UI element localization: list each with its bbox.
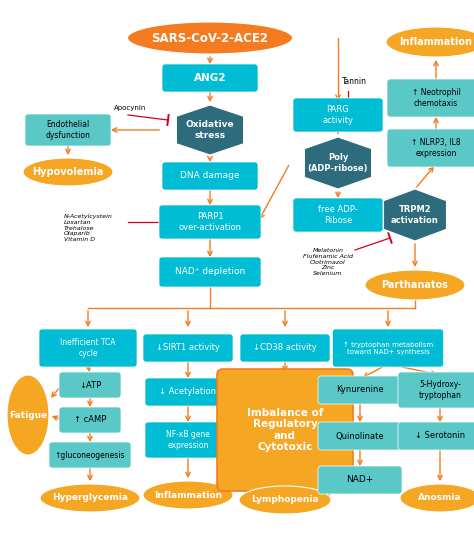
Text: NAD+: NAD+ <box>346 476 374 485</box>
FancyBboxPatch shape <box>59 407 121 433</box>
Text: Lymphopenia: Lymphopenia <box>251 495 319 505</box>
Text: ↓CD38 activity: ↓CD38 activity <box>253 343 317 353</box>
Text: Inflammation: Inflammation <box>400 37 473 47</box>
Text: Oxidative
stress: Oxidative stress <box>186 120 234 140</box>
Text: Inflammation: Inflammation <box>154 491 222 500</box>
Text: Inefficient TCA
cycle: Inefficient TCA cycle <box>60 338 116 358</box>
FancyBboxPatch shape <box>162 64 258 92</box>
Text: ↑ cAMP: ↑ cAMP <box>74 416 106 424</box>
FancyBboxPatch shape <box>159 205 261 239</box>
FancyBboxPatch shape <box>318 422 402 450</box>
Text: Imbalance of
Regulatory
and
Cytotoxic: Imbalance of Regulatory and Cytotoxic <box>247 408 323 453</box>
FancyBboxPatch shape <box>332 329 444 367</box>
Text: PARG
activity: PARG activity <box>322 105 354 125</box>
Text: Kynurenine: Kynurenine <box>336 386 384 394</box>
Text: Apocynin: Apocynin <box>114 105 146 111</box>
Ellipse shape <box>40 484 140 512</box>
FancyBboxPatch shape <box>162 162 258 190</box>
Text: ↑ Neotrophil
chemotaxis: ↑ Neotrophil chemotaxis <box>411 88 460 108</box>
Text: Tannin: Tannin <box>341 78 366 87</box>
Polygon shape <box>176 105 244 155</box>
FancyBboxPatch shape <box>293 98 383 132</box>
FancyBboxPatch shape <box>145 378 231 406</box>
Ellipse shape <box>23 158 113 186</box>
Text: ↑ NLRP3, IL8
expression: ↑ NLRP3, IL8 expression <box>411 139 461 158</box>
FancyBboxPatch shape <box>318 376 402 404</box>
Text: ↑ tryptophan metabolism
toward NAD+ synthesis: ↑ tryptophan metabolism toward NAD+ synt… <box>343 341 433 355</box>
FancyBboxPatch shape <box>145 422 231 458</box>
FancyBboxPatch shape <box>143 334 233 362</box>
Text: Anosmia: Anosmia <box>418 493 462 502</box>
FancyBboxPatch shape <box>49 442 131 468</box>
Text: ↑gluconeogenesis: ↑gluconeogenesis <box>55 450 125 460</box>
Text: DNA damage: DNA damage <box>180 172 240 180</box>
Text: Fatigue: Fatigue <box>9 410 47 419</box>
FancyBboxPatch shape <box>398 422 474 450</box>
FancyBboxPatch shape <box>318 466 402 494</box>
Text: Parthanatos: Parthanatos <box>382 280 448 290</box>
FancyBboxPatch shape <box>387 79 474 117</box>
Text: ↓ Serotonin: ↓ Serotonin <box>415 432 465 440</box>
Ellipse shape <box>128 22 292 54</box>
Text: free ADP-
Ribose: free ADP- Ribose <box>318 205 358 225</box>
Text: Hyperglycemia: Hyperglycemia <box>52 493 128 502</box>
Ellipse shape <box>386 27 474 57</box>
Text: 5-Hydroxy-
tryptophan: 5-Hydroxy- tryptophan <box>419 380 461 400</box>
Text: Hypovolemia: Hypovolemia <box>32 167 104 177</box>
FancyBboxPatch shape <box>25 114 111 146</box>
Text: TRPM2
activation: TRPM2 activation <box>391 205 439 225</box>
FancyBboxPatch shape <box>240 334 330 362</box>
Text: ↓SIRT1 activity: ↓SIRT1 activity <box>156 343 220 353</box>
FancyBboxPatch shape <box>398 372 474 408</box>
FancyBboxPatch shape <box>293 198 383 232</box>
Text: Quinolinate: Quinolinate <box>336 432 384 440</box>
Text: ANG2: ANG2 <box>194 73 226 83</box>
Ellipse shape <box>7 375 49 455</box>
Text: ↓ATP: ↓ATP <box>79 380 101 389</box>
Ellipse shape <box>143 481 233 509</box>
Text: N-Acetylcystein
Losartan
Trehalose
Olaparib
Vitamin D: N-Acetylcystein Losartan Trehalose Olapa… <box>64 214 112 242</box>
Text: SARS-CoV-2-ACE2: SARS-CoV-2-ACE2 <box>152 32 268 44</box>
Text: ↓ Acetylation: ↓ Acetylation <box>159 387 217 396</box>
Text: Endothelial
dysfunction: Endothelial dysfunction <box>46 120 91 140</box>
Text: NF-κB gene
expression: NF-κB gene expression <box>166 430 210 450</box>
Ellipse shape <box>239 486 331 514</box>
Text: NAD⁺ depletion: NAD⁺ depletion <box>175 268 245 277</box>
Text: PARP1
over-activation: PARP1 over-activation <box>179 212 241 232</box>
Ellipse shape <box>400 484 474 512</box>
FancyBboxPatch shape <box>39 329 137 367</box>
FancyBboxPatch shape <box>159 257 261 287</box>
FancyBboxPatch shape <box>387 129 474 167</box>
FancyBboxPatch shape <box>217 369 353 491</box>
Text: Melatonin
Flufenamic Acid
Clotrimazol
Zinc
Selenium: Melatonin Flufenamic Acid Clotrimazol Zi… <box>303 248 353 276</box>
Polygon shape <box>383 189 447 241</box>
Ellipse shape <box>365 270 465 300</box>
FancyBboxPatch shape <box>59 372 121 398</box>
Text: Poly
(ADP-ribose): Poly (ADP-ribose) <box>308 154 368 173</box>
Polygon shape <box>304 137 372 189</box>
